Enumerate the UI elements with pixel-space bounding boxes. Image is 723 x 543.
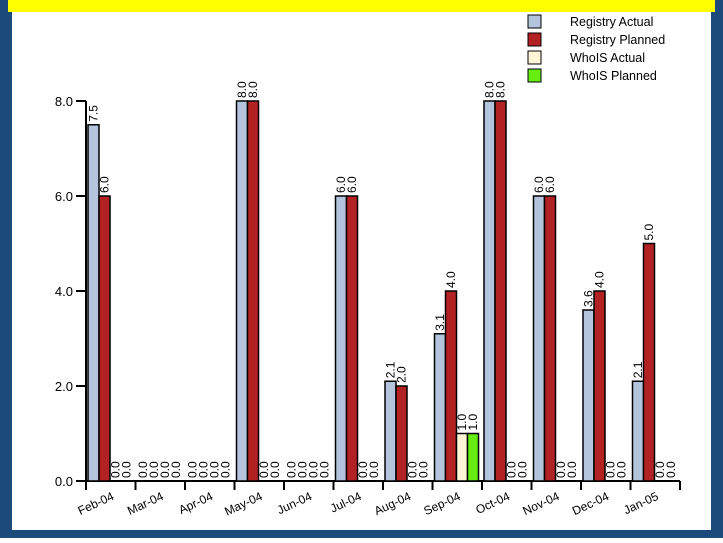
- bar: [345, 195, 359, 482]
- value-label: 0.0: [356, 461, 370, 478]
- value-label: 0.0: [615, 461, 629, 478]
- y-tick-label: 6.0: [55, 189, 73, 204]
- value-label: 3.1: [433, 314, 447, 331]
- value-label: 0.0: [516, 461, 530, 478]
- value-label: 2.0: [395, 366, 409, 383]
- bar: [631, 380, 645, 482]
- value-label: 0.0: [604, 461, 618, 478]
- bar: [433, 333, 447, 482]
- bar: [246, 100, 260, 482]
- value-label: 0.0: [219, 461, 233, 478]
- value-label: 0.0: [406, 461, 420, 478]
- value-label: 0.0: [505, 461, 519, 478]
- legend-label: WhoIS Planned: [570, 69, 657, 83]
- bar: [395, 385, 408, 482]
- value-label: 0.0: [367, 461, 381, 478]
- bar: [235, 100, 249, 482]
- title-band: [8, 0, 715, 12]
- value-label: 0.0: [136, 461, 150, 478]
- plot-area: [12, 12, 711, 530]
- value-label: 0.0: [158, 461, 172, 478]
- legend-label: Registry Planned: [570, 33, 665, 47]
- bar: [444, 290, 458, 482]
- value-label: 5.0: [642, 223, 656, 240]
- value-label: 8.0: [246, 81, 260, 98]
- value-label: 8.0: [235, 81, 249, 98]
- value-label: 0.0: [417, 461, 431, 478]
- bar: [582, 309, 595, 482]
- bar: [334, 195, 348, 482]
- y-tick-label: 4.0: [55, 284, 73, 299]
- value-label: 4.0: [444, 271, 458, 288]
- value-label: 8.0: [483, 81, 497, 98]
- value-label: 7.5: [87, 105, 101, 122]
- value-label: 0.0: [186, 461, 200, 478]
- bar: [642, 242, 656, 482]
- value-label: 0.0: [296, 461, 310, 478]
- value-label: 0.0: [285, 461, 299, 478]
- legend-swatch: [527, 14, 542, 29]
- value-label: 0.0: [554, 461, 568, 478]
- value-label: 0.0: [109, 461, 123, 478]
- legend-label: Registry Actual: [570, 15, 653, 29]
- value-label: 0.0: [197, 461, 211, 478]
- value-label: 6.0: [532, 176, 546, 193]
- value-label: 6.0: [345, 176, 359, 193]
- y-tick-label: 8.0: [55, 94, 73, 109]
- value-label: 6.0: [543, 176, 557, 193]
- value-label: 3.6: [582, 290, 596, 307]
- bar: [98, 195, 111, 482]
- legend-swatch: [527, 68, 542, 83]
- value-label: 0.0: [307, 461, 321, 478]
- value-label: 2.1: [631, 361, 645, 378]
- value-label: 0.0: [268, 461, 282, 478]
- bar: [455, 432, 469, 482]
- legend-swatch: [527, 50, 542, 65]
- value-label: 0.0: [120, 461, 134, 478]
- value-label: 1.0: [466, 413, 480, 430]
- legend: Registry Actual Registry Planned WhoIS Act…: [527, 14, 665, 83]
- value-label: 0.0: [169, 461, 183, 478]
- bar: [593, 290, 606, 482]
- bar: [494, 100, 507, 482]
- y-tick-label: 0.0: [55, 474, 73, 489]
- bar: [543, 195, 557, 482]
- value-label: 6.0: [98, 176, 112, 193]
- value-label: 6.0: [334, 176, 348, 193]
- value-label: 2.1: [384, 361, 398, 378]
- value-label: 0.0: [664, 461, 678, 478]
- value-label: 4.0: [593, 271, 607, 288]
- value-label: 8.0: [494, 81, 508, 98]
- value-label: 0.0: [257, 461, 271, 478]
- bar: [483, 100, 496, 482]
- value-label: 0.0: [565, 461, 579, 478]
- bar: [532, 195, 546, 482]
- value-label: 0.0: [653, 461, 667, 478]
- legend-label: WhoIS Actual: [570, 51, 645, 65]
- legend-swatch: [527, 32, 542, 47]
- value-label: 1.0: [455, 413, 469, 430]
- value-label: 0.0: [318, 461, 332, 478]
- value-label: 0.0: [208, 461, 222, 478]
- bar: [466, 432, 480, 482]
- bars-group: 7.56.00.00.0 0.00.00.00.0 0.00.00.00.08.08…: [87, 81, 678, 482]
- value-label: 0.0: [147, 461, 161, 478]
- bar: [384, 380, 397, 482]
- y-tick-label: 2.0: [55, 379, 73, 394]
